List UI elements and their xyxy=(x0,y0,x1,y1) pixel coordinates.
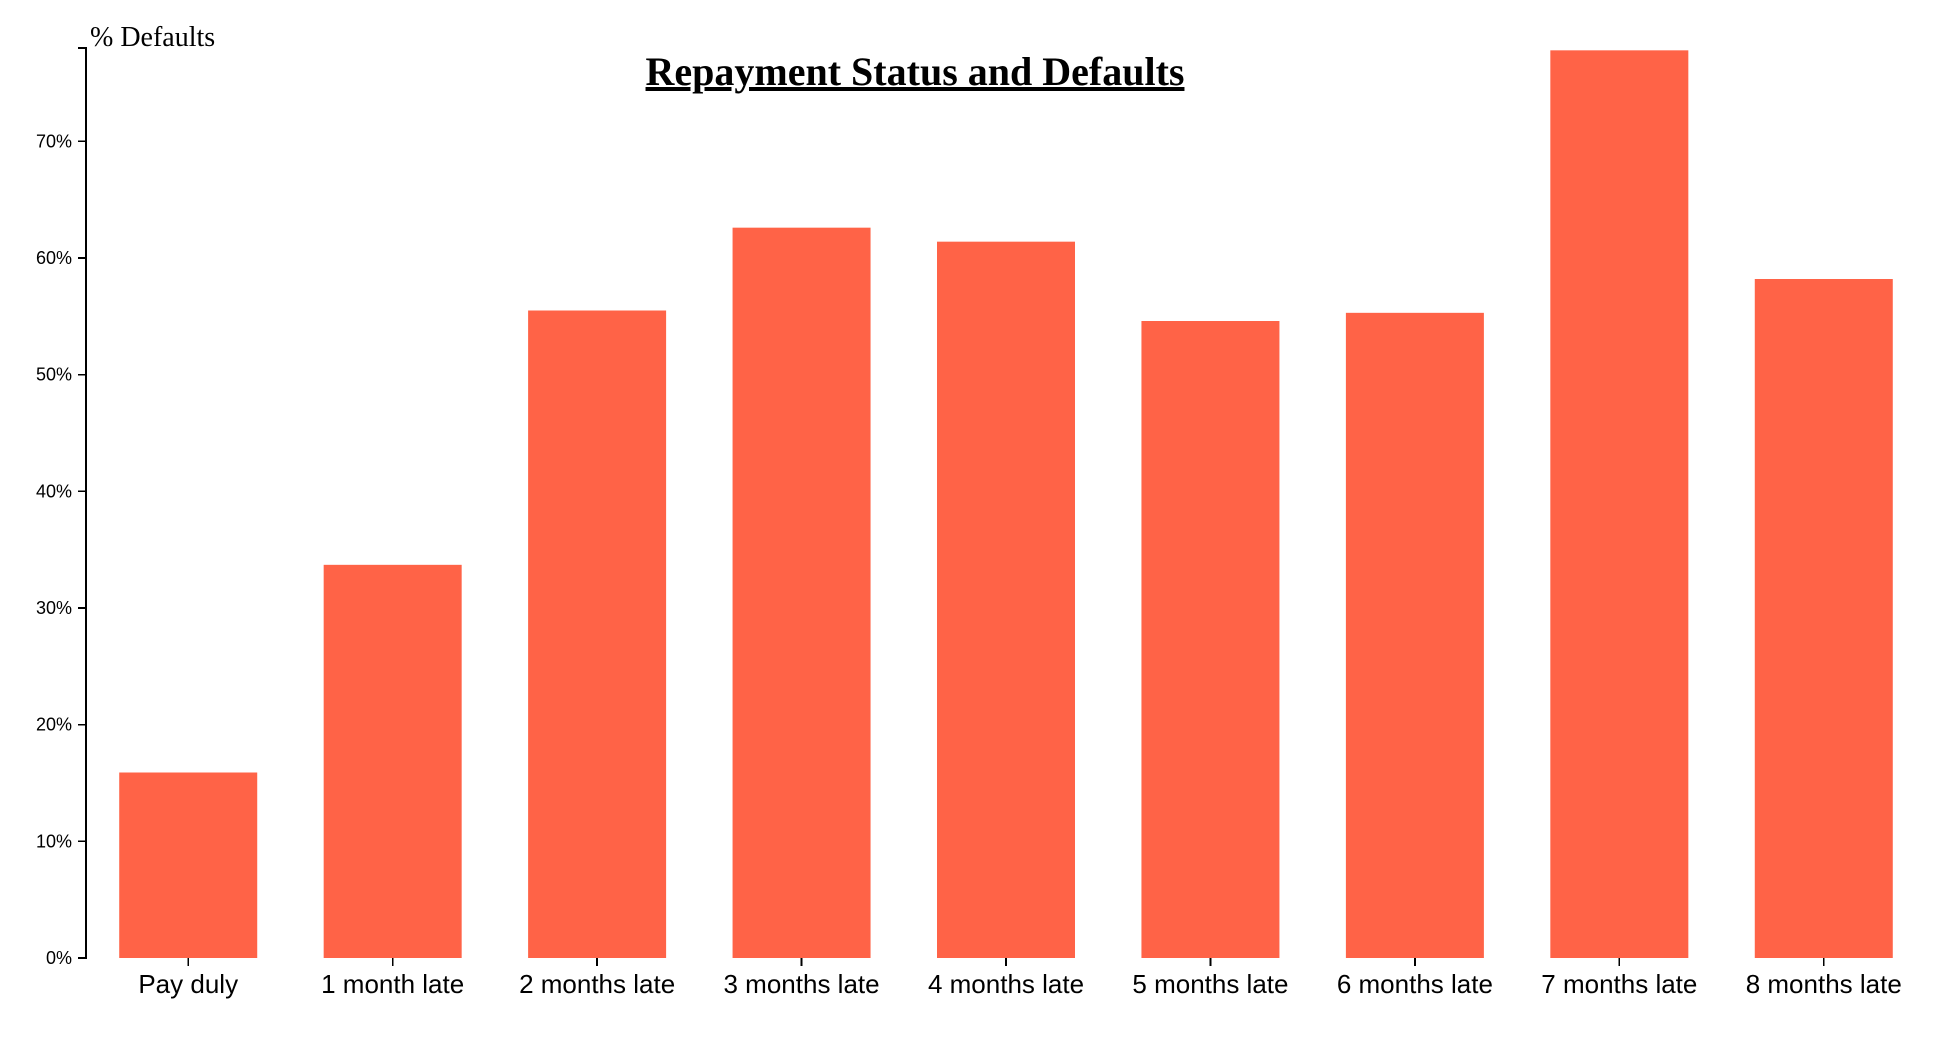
bar-3 xyxy=(732,227,871,959)
chart-title: Repayment Status and Defaults xyxy=(646,49,1185,94)
x-tick-label-1: 1 month late xyxy=(321,969,464,999)
y-tick-label-5: 50% xyxy=(36,365,72,385)
x-tick-label-0: Pay duly xyxy=(138,969,238,999)
y-tick-label-6: 60% xyxy=(36,248,72,268)
bar-5 xyxy=(1141,321,1280,958)
bar-1 xyxy=(323,564,462,958)
x-tick-label-7: 7 months late xyxy=(1541,969,1697,999)
x-tick-label-2: 2 months late xyxy=(519,969,675,999)
y-tick-label-1: 10% xyxy=(36,831,72,851)
bar-8 xyxy=(1754,279,1893,958)
y-tick-label-3: 30% xyxy=(36,598,72,618)
bars-group xyxy=(119,50,1893,959)
y-tick-label-0: 0% xyxy=(46,948,72,968)
bar-2 xyxy=(528,310,667,958)
y-axis-line xyxy=(78,47,87,959)
bar-6 xyxy=(1345,312,1484,959)
x-tick-label-4: 4 months late xyxy=(928,969,1084,999)
x-axis: Pay duly 1 month late 2 months late 3 month… xyxy=(138,958,1902,999)
y-tick-label-7: 70% xyxy=(36,131,72,151)
x-tick-label-6: 6 months late xyxy=(1337,969,1493,999)
x-tick-label-8: 8 months late xyxy=(1746,969,1902,999)
y-tick-label-4: 40% xyxy=(36,481,72,501)
y-axis-label: % Defaults xyxy=(90,22,215,53)
y-axis: 0% 10% 20% 30% 40% 50% 60% 70% xyxy=(36,47,87,968)
x-tick-label-5: 5 months late xyxy=(1132,969,1288,999)
bar-7 xyxy=(1550,50,1689,958)
bar-0 xyxy=(119,772,258,958)
bar-4 xyxy=(937,241,1075,959)
y-tick-label-2: 20% xyxy=(36,715,72,735)
x-tick-label-3: 3 months late xyxy=(724,969,880,999)
